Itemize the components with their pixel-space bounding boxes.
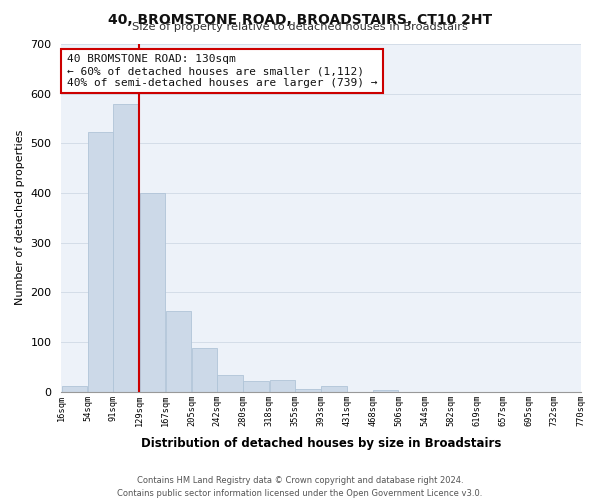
Bar <box>166 310 191 392</box>
Bar <box>217 375 243 392</box>
Text: 40, BROMSTONE ROAD, BROADSTAIRS, CT10 2HT: 40, BROMSTONE ROAD, BROADSTAIRS, CT10 2H… <box>108 12 492 26</box>
Bar <box>62 386 87 392</box>
Bar <box>88 132 113 392</box>
Bar <box>192 348 217 392</box>
Text: Contains HM Land Registry data © Crown copyright and database right 2024.
Contai: Contains HM Land Registry data © Crown c… <box>118 476 482 498</box>
Bar <box>113 104 139 392</box>
Bar <box>140 193 165 392</box>
Bar <box>373 390 398 392</box>
Bar <box>269 380 295 392</box>
Text: Size of property relative to detached houses in Broadstairs: Size of property relative to detached ho… <box>132 22 468 32</box>
Y-axis label: Number of detached properties: Number of detached properties <box>15 130 25 306</box>
Bar <box>321 386 347 392</box>
Bar <box>244 380 269 392</box>
X-axis label: Distribution of detached houses by size in Broadstairs: Distribution of detached houses by size … <box>141 437 501 450</box>
Text: 40 BROMSTONE ROAD: 130sqm
← 60% of detached houses are smaller (1,112)
40% of se: 40 BROMSTONE ROAD: 130sqm ← 60% of detac… <box>67 54 377 88</box>
Bar <box>295 389 320 392</box>
